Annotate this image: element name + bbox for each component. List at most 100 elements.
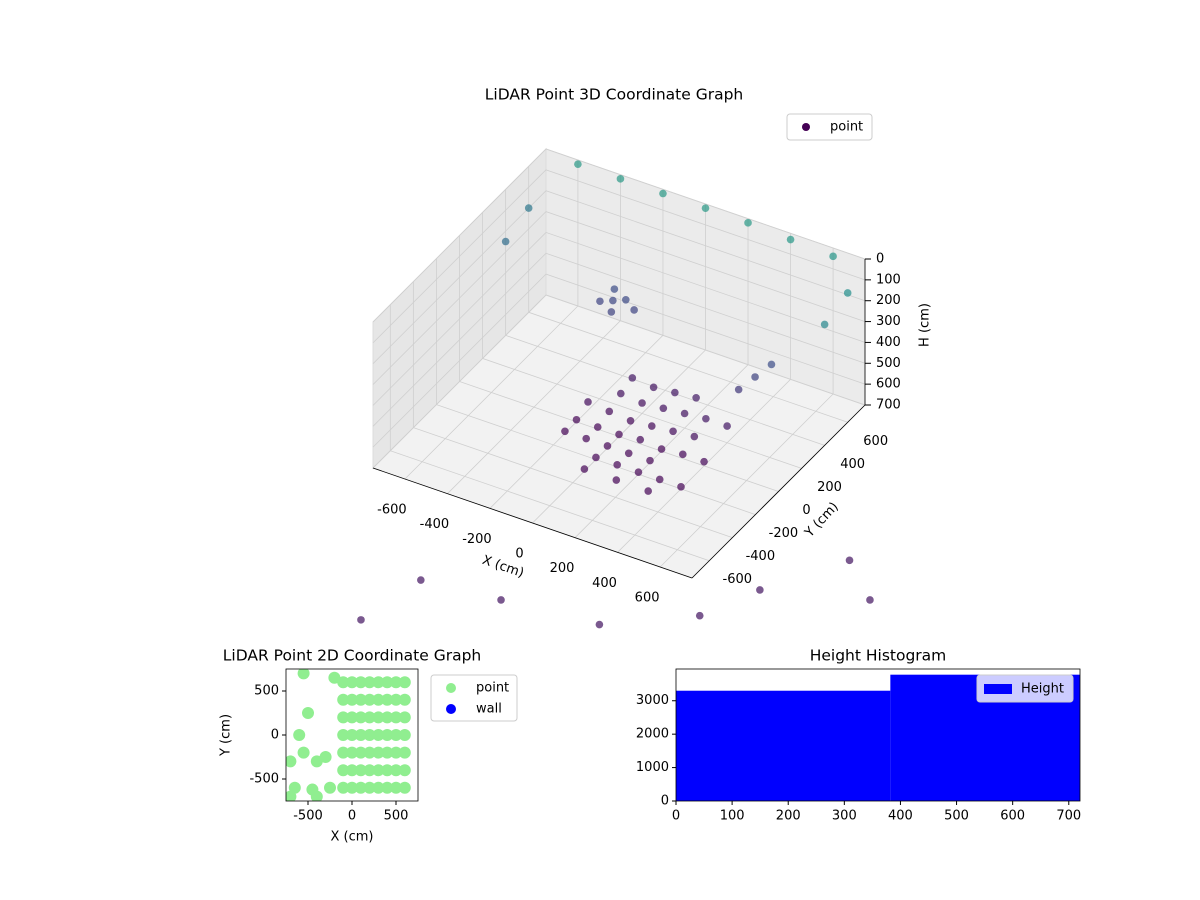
point [346,676,358,689]
y-tick-label: 200 [817,480,842,495]
y-tick-label: -600 [723,572,753,587]
z-tick-label: 100 [876,272,901,287]
point [609,296,617,305]
bar [676,690,891,801]
point [363,693,376,706]
x-tick-label: -400 [420,517,450,532]
point [701,204,710,212]
point [628,374,637,382]
point [669,427,677,436]
point [363,676,376,689]
point [372,693,385,706]
chart-3d: LiDAR Point 3D Coordinate Graph-600-400-… [357,86,933,629]
chart-title: LiDAR Point 3D Coordinate Graph [485,86,743,104]
point [324,781,336,794]
x-tick-label: 100 [720,809,745,824]
point [524,204,533,212]
point [751,373,759,381]
legend-label: wall [476,702,502,717]
point [372,781,385,794]
point [381,746,394,759]
y-tick-label: 0 [802,503,810,518]
point [381,676,394,689]
grid-line [372,252,866,427]
y-tick-label: 400 [840,457,865,472]
x-tick-label: 0 [672,809,680,824]
point [381,781,394,794]
point [644,487,652,495]
point [310,790,323,801]
point [398,676,411,689]
point [572,415,581,424]
point [372,729,385,741]
point [702,414,710,423]
point [612,476,621,484]
point [337,693,350,706]
legend-swatch [984,684,1012,694]
point [845,556,854,565]
point [390,764,402,777]
y-tick-label: -500 [249,772,279,787]
point [756,586,764,594]
point [655,475,664,484]
z-tick-label: 300 [876,314,901,329]
point [649,383,658,392]
chart-2d: LiDAR Point 2D Coordinate Graph -500 0 500 -… [219,647,518,845]
point [695,611,704,620]
legend-box [786,113,873,141]
point [372,711,385,724]
point [297,746,310,759]
point [346,746,358,759]
chart-title: LiDAR Point 2D Coordinate Graph [223,647,481,665]
grid-line [372,190,866,364]
point [328,671,341,684]
point [319,751,332,763]
point [786,235,795,244]
y-tick-label: 500 [254,684,279,699]
point [820,320,829,329]
point [843,289,852,297]
point [372,676,385,689]
point [634,468,643,476]
point [595,620,604,629]
point [638,399,646,407]
x-tick-label: 600 [1000,809,1025,824]
y-tick-label: 600 [863,434,888,449]
point [829,252,837,261]
z-tick-label: 0 [876,252,884,267]
point [497,596,505,604]
point [596,297,604,306]
point [297,669,310,680]
point [363,781,376,794]
point [390,711,402,724]
point [626,416,635,425]
point [381,729,394,741]
grid-line [372,294,866,469]
point [354,729,367,741]
point [866,596,874,604]
point [723,422,731,430]
point [354,693,367,706]
point [767,360,776,369]
grid-line [372,231,866,406]
point [648,422,656,430]
grid-line [372,169,866,344]
point [734,385,743,394]
grid-line [372,273,866,448]
legend-marker [802,123,810,131]
x-tick-label: 0 [348,809,356,824]
point [417,576,425,584]
x-tick-label: 0 [515,547,523,562]
point [690,432,699,441]
point [603,442,612,450]
chart-title: Height Histogram [810,647,947,665]
point [613,461,621,469]
legend-box [976,674,1074,703]
y-tick-label: 0 [661,794,669,809]
point [354,746,367,759]
point [363,729,376,741]
point [580,465,589,473]
point [659,189,667,198]
z-tick-label: 200 [876,293,901,308]
